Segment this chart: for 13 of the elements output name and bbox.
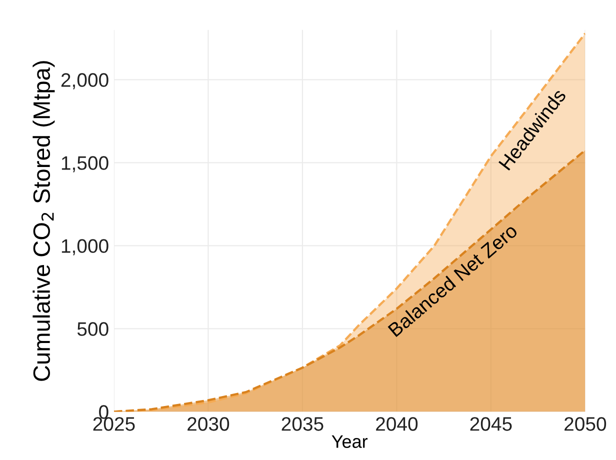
x-tick-label: 2030 xyxy=(188,417,230,431)
x-tick-label: 2025 xyxy=(93,417,135,431)
y-axis-title: Cumulative CO$_{2}$ Stored (Mtpa) xyxy=(32,61,55,381)
y-tick-label: 1,000 xyxy=(62,239,108,256)
y-tick-label: 500 xyxy=(77,322,108,336)
x-tick-label: 2035 xyxy=(282,417,324,431)
y-tick-label: 0 xyxy=(99,405,108,419)
x-axis-title: Year xyxy=(332,435,368,448)
y-tick-label: 2,000 xyxy=(61,73,108,90)
x-tick-label: 2040 xyxy=(376,417,418,431)
x-tick-label: 2045 xyxy=(470,417,512,431)
x-tick-label: 2050 xyxy=(564,417,606,431)
y-tick-label: 1,500 xyxy=(62,156,108,172)
